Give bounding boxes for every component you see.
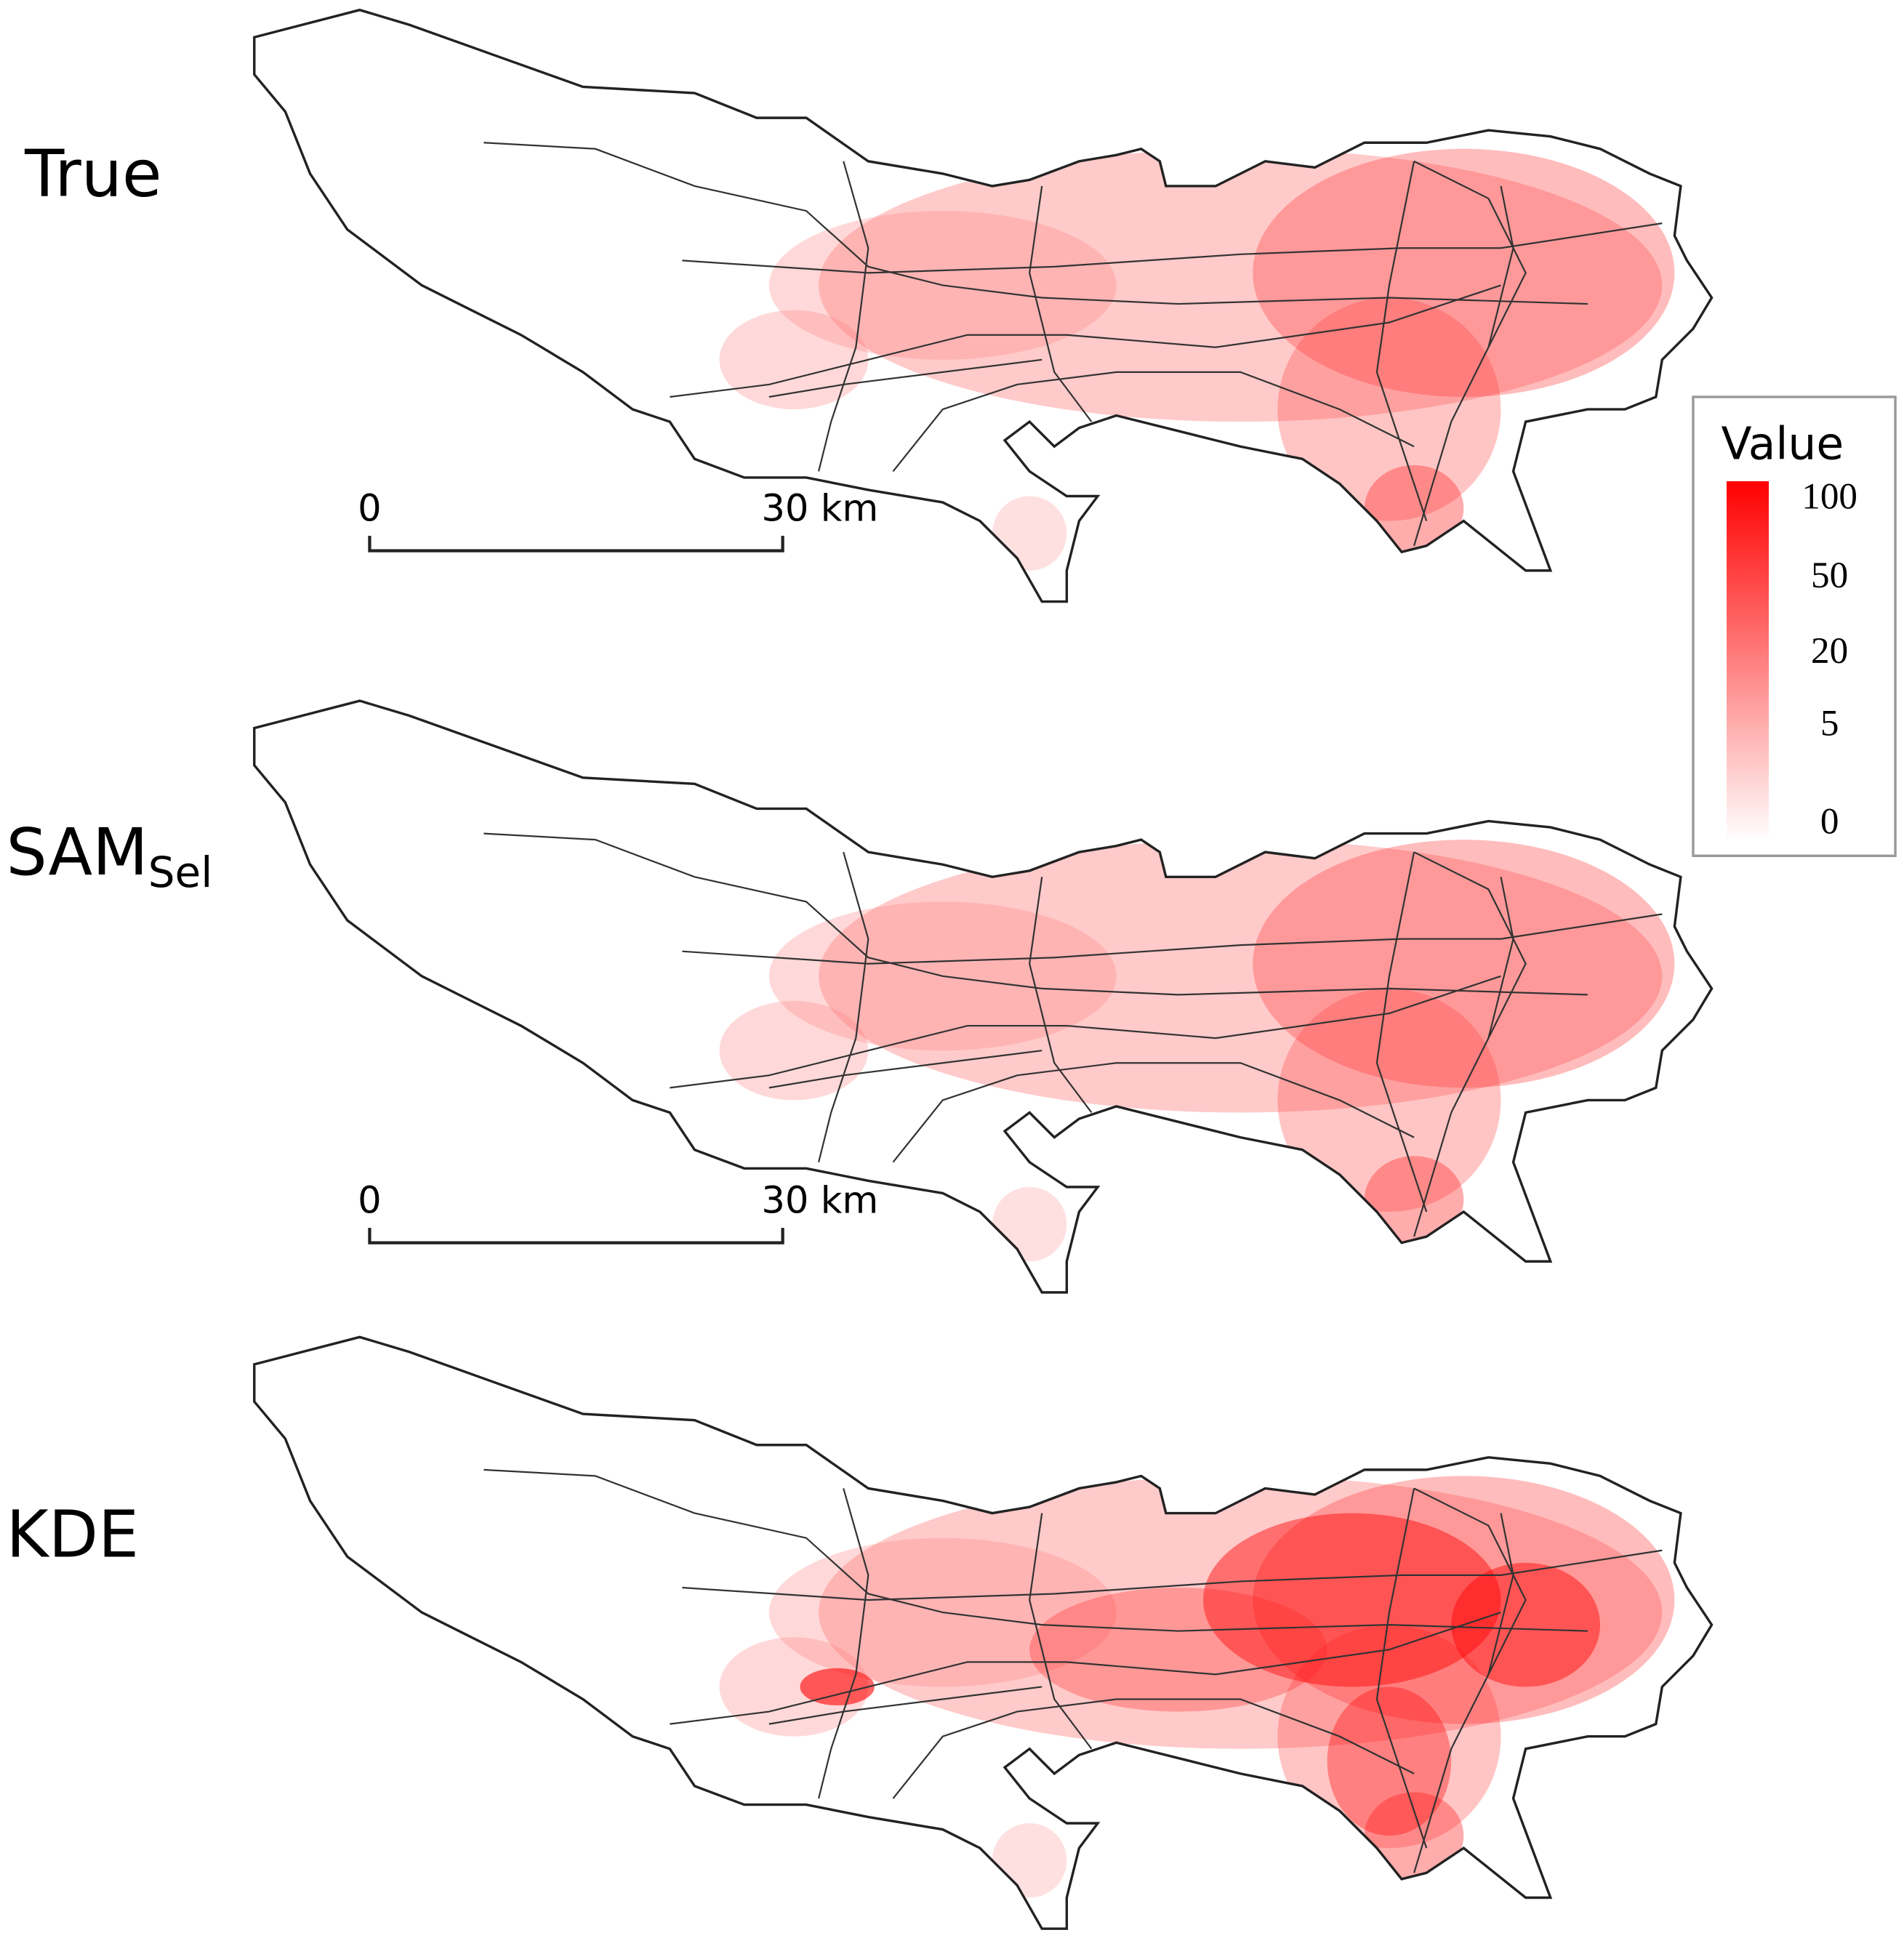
- map-sam: [253, 699, 1714, 1294]
- scale-bar-label: 30 km: [761, 487, 878, 531]
- legend-tick-label: 50: [1811, 555, 1848, 596]
- colorbar: [1727, 481, 1770, 841]
- panel-label: True: [24, 137, 161, 212]
- legend-tick-label: 5: [1820, 703, 1839, 744]
- scale-bar: [368, 1228, 784, 1245]
- map-kde: [253, 1335, 1714, 1930]
- legend-tick-label: 100: [1801, 476, 1857, 518]
- legend-tick-label: 0: [1820, 801, 1839, 843]
- scale-bar: [368, 536, 784, 552]
- map-true: [253, 8, 1714, 603]
- legend-tick-label: 20: [1811, 630, 1848, 672]
- panel-label-subscript: Sel: [148, 848, 213, 897]
- legend-title: Value: [1721, 418, 1844, 470]
- panel-label: KDE: [7, 1497, 140, 1572]
- scale-bar-label: 0: [358, 1179, 382, 1223]
- scale-bar-label: 30 km: [761, 1179, 878, 1223]
- scale-bar-label: 0: [358, 487, 382, 531]
- legend: Value: [1692, 395, 1897, 858]
- panel-label-main: SAM: [7, 815, 148, 890]
- panel-label: SAMSel: [7, 815, 213, 897]
